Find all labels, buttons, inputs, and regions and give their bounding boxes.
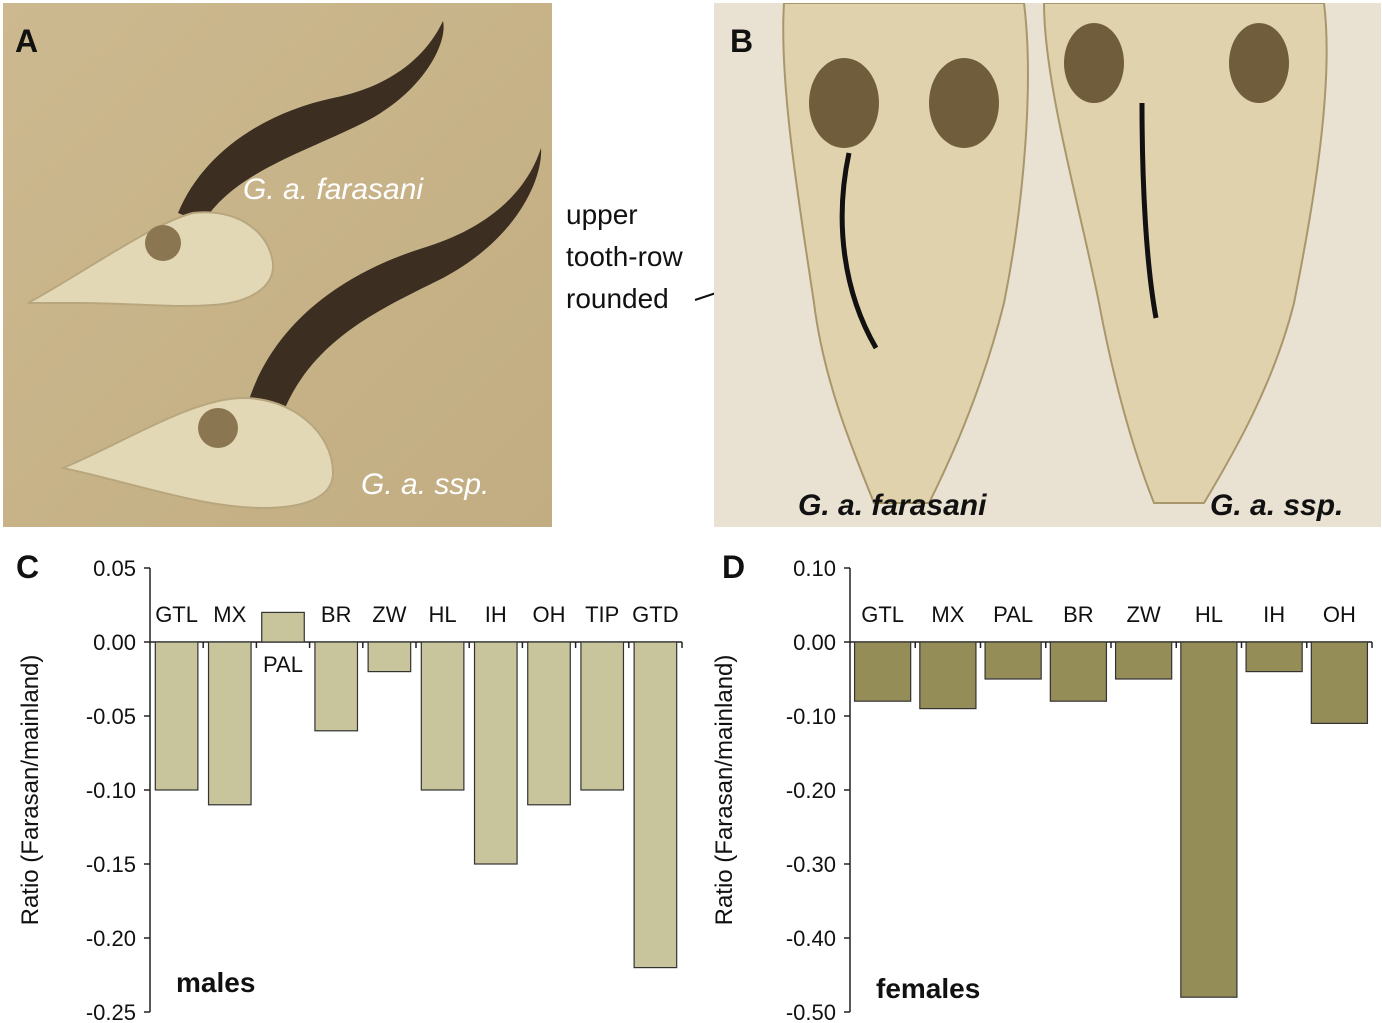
category-label: HL — [429, 602, 457, 627]
y-tick-label: 0.00 — [93, 630, 136, 655]
category-label: PAL — [263, 652, 303, 677]
annotation-line-3: rounded — [566, 283, 669, 314]
chart-females: D 0.10 0.00 -0.10 -0.20 -0.30 -0.40 -0.50 GTL MX P… — [711, 549, 1373, 1020]
species-label-farasani-b: G. a. farasani — [798, 489, 987, 522]
y-tick-label: -0.05 — [86, 704, 136, 729]
annotation-line-1: upper — [566, 199, 638, 230]
category-label: ZW — [1127, 602, 1161, 627]
chart-males: C 0.05 0.00 -0.05 -0.10 -0.15 -0.20 -0.25 GTL MX P… — [16, 549, 683, 1020]
y-tick-label: -0.10 — [786, 704, 836, 729]
bar — [633, 641, 678, 969]
bar — [984, 641, 1042, 680]
y-tick-label: 0.05 — [93, 556, 136, 581]
y-tick-label: 0.00 — [793, 630, 836, 655]
sex-annotation: males — [176, 967, 255, 998]
category-label: TIP — [585, 602, 619, 627]
category-label: PAL — [993, 602, 1033, 627]
bar — [261, 611, 305, 643]
y-tick-label: -0.30 — [786, 852, 836, 877]
y-tick-label: -0.20 — [786, 778, 836, 803]
panel-letter: C — [16, 549, 39, 585]
photo-panel-a: A G. a. farasani G. a. ssp. — [3, 3, 552, 527]
category-label: MX — [213, 602, 246, 627]
y-axis-title: Ratio (Farasan/mainland) — [711, 655, 738, 926]
skull-photo-b — [714, 3, 1381, 527]
panel-letter: D — [722, 549, 745, 585]
species-label-farasani: G. a. farasani — [243, 173, 424, 206]
category-label: BR — [1063, 602, 1094, 627]
bar — [1310, 641, 1369, 725]
category-label: IH — [485, 602, 507, 627]
y-tick-label: -0.25 — [86, 1000, 136, 1020]
bar — [1245, 641, 1303, 673]
species-label-ssp-b: G. a. ssp. — [1210, 489, 1344, 522]
photo-panel-b: B G. a. farasani G. a. ssp. — [714, 3, 1381, 527]
bar — [420, 641, 465, 791]
category-label: MX — [931, 602, 964, 627]
bar — [853, 641, 912, 702]
bar — [1180, 641, 1238, 998]
category-label: GTD — [632, 602, 678, 627]
panel-letter-a: A — [15, 23, 39, 59]
category-label: OH — [533, 602, 566, 627]
category-label: BR — [321, 602, 352, 627]
species-label-ssp: G. a. ssp. — [361, 468, 490, 501]
y-tick-label: -0.40 — [786, 926, 836, 951]
category-label: HL — [1195, 602, 1223, 627]
y-tick-label: -0.20 — [86, 926, 136, 951]
bar — [207, 641, 252, 806]
y-axis-title: Ratio (Farasan/mainland) — [17, 655, 44, 926]
category-label: ZW — [372, 602, 406, 627]
category-label: OH — [1323, 602, 1356, 627]
bar — [314, 641, 359, 732]
bar — [580, 641, 625, 791]
y-tick-label: 0.10 — [793, 556, 836, 581]
bar — [1049, 641, 1108, 702]
category-label: GTL — [861, 602, 904, 627]
bar — [367, 641, 412, 673]
y-tick-label: -0.10 — [86, 778, 136, 803]
bar — [1114, 641, 1173, 680]
bar — [154, 641, 199, 791]
bar — [527, 641, 571, 806]
panel-letter-b: B — [730, 23, 754, 59]
y-tick-label: -0.50 — [786, 1000, 836, 1020]
category-label: GTL — [155, 602, 198, 627]
skull-photo-a — [3, 3, 552, 527]
sex-annotation: females — [876, 973, 980, 1004]
bar — [473, 641, 518, 865]
category-label: IH — [1263, 602, 1285, 627]
bar — [919, 641, 977, 710]
tooth-row-annotation: upper tooth-row rounded — [566, 194, 683, 320]
annotation-line-2: tooth-row — [566, 241, 683, 272]
y-tick-label: -0.15 — [86, 852, 136, 877]
